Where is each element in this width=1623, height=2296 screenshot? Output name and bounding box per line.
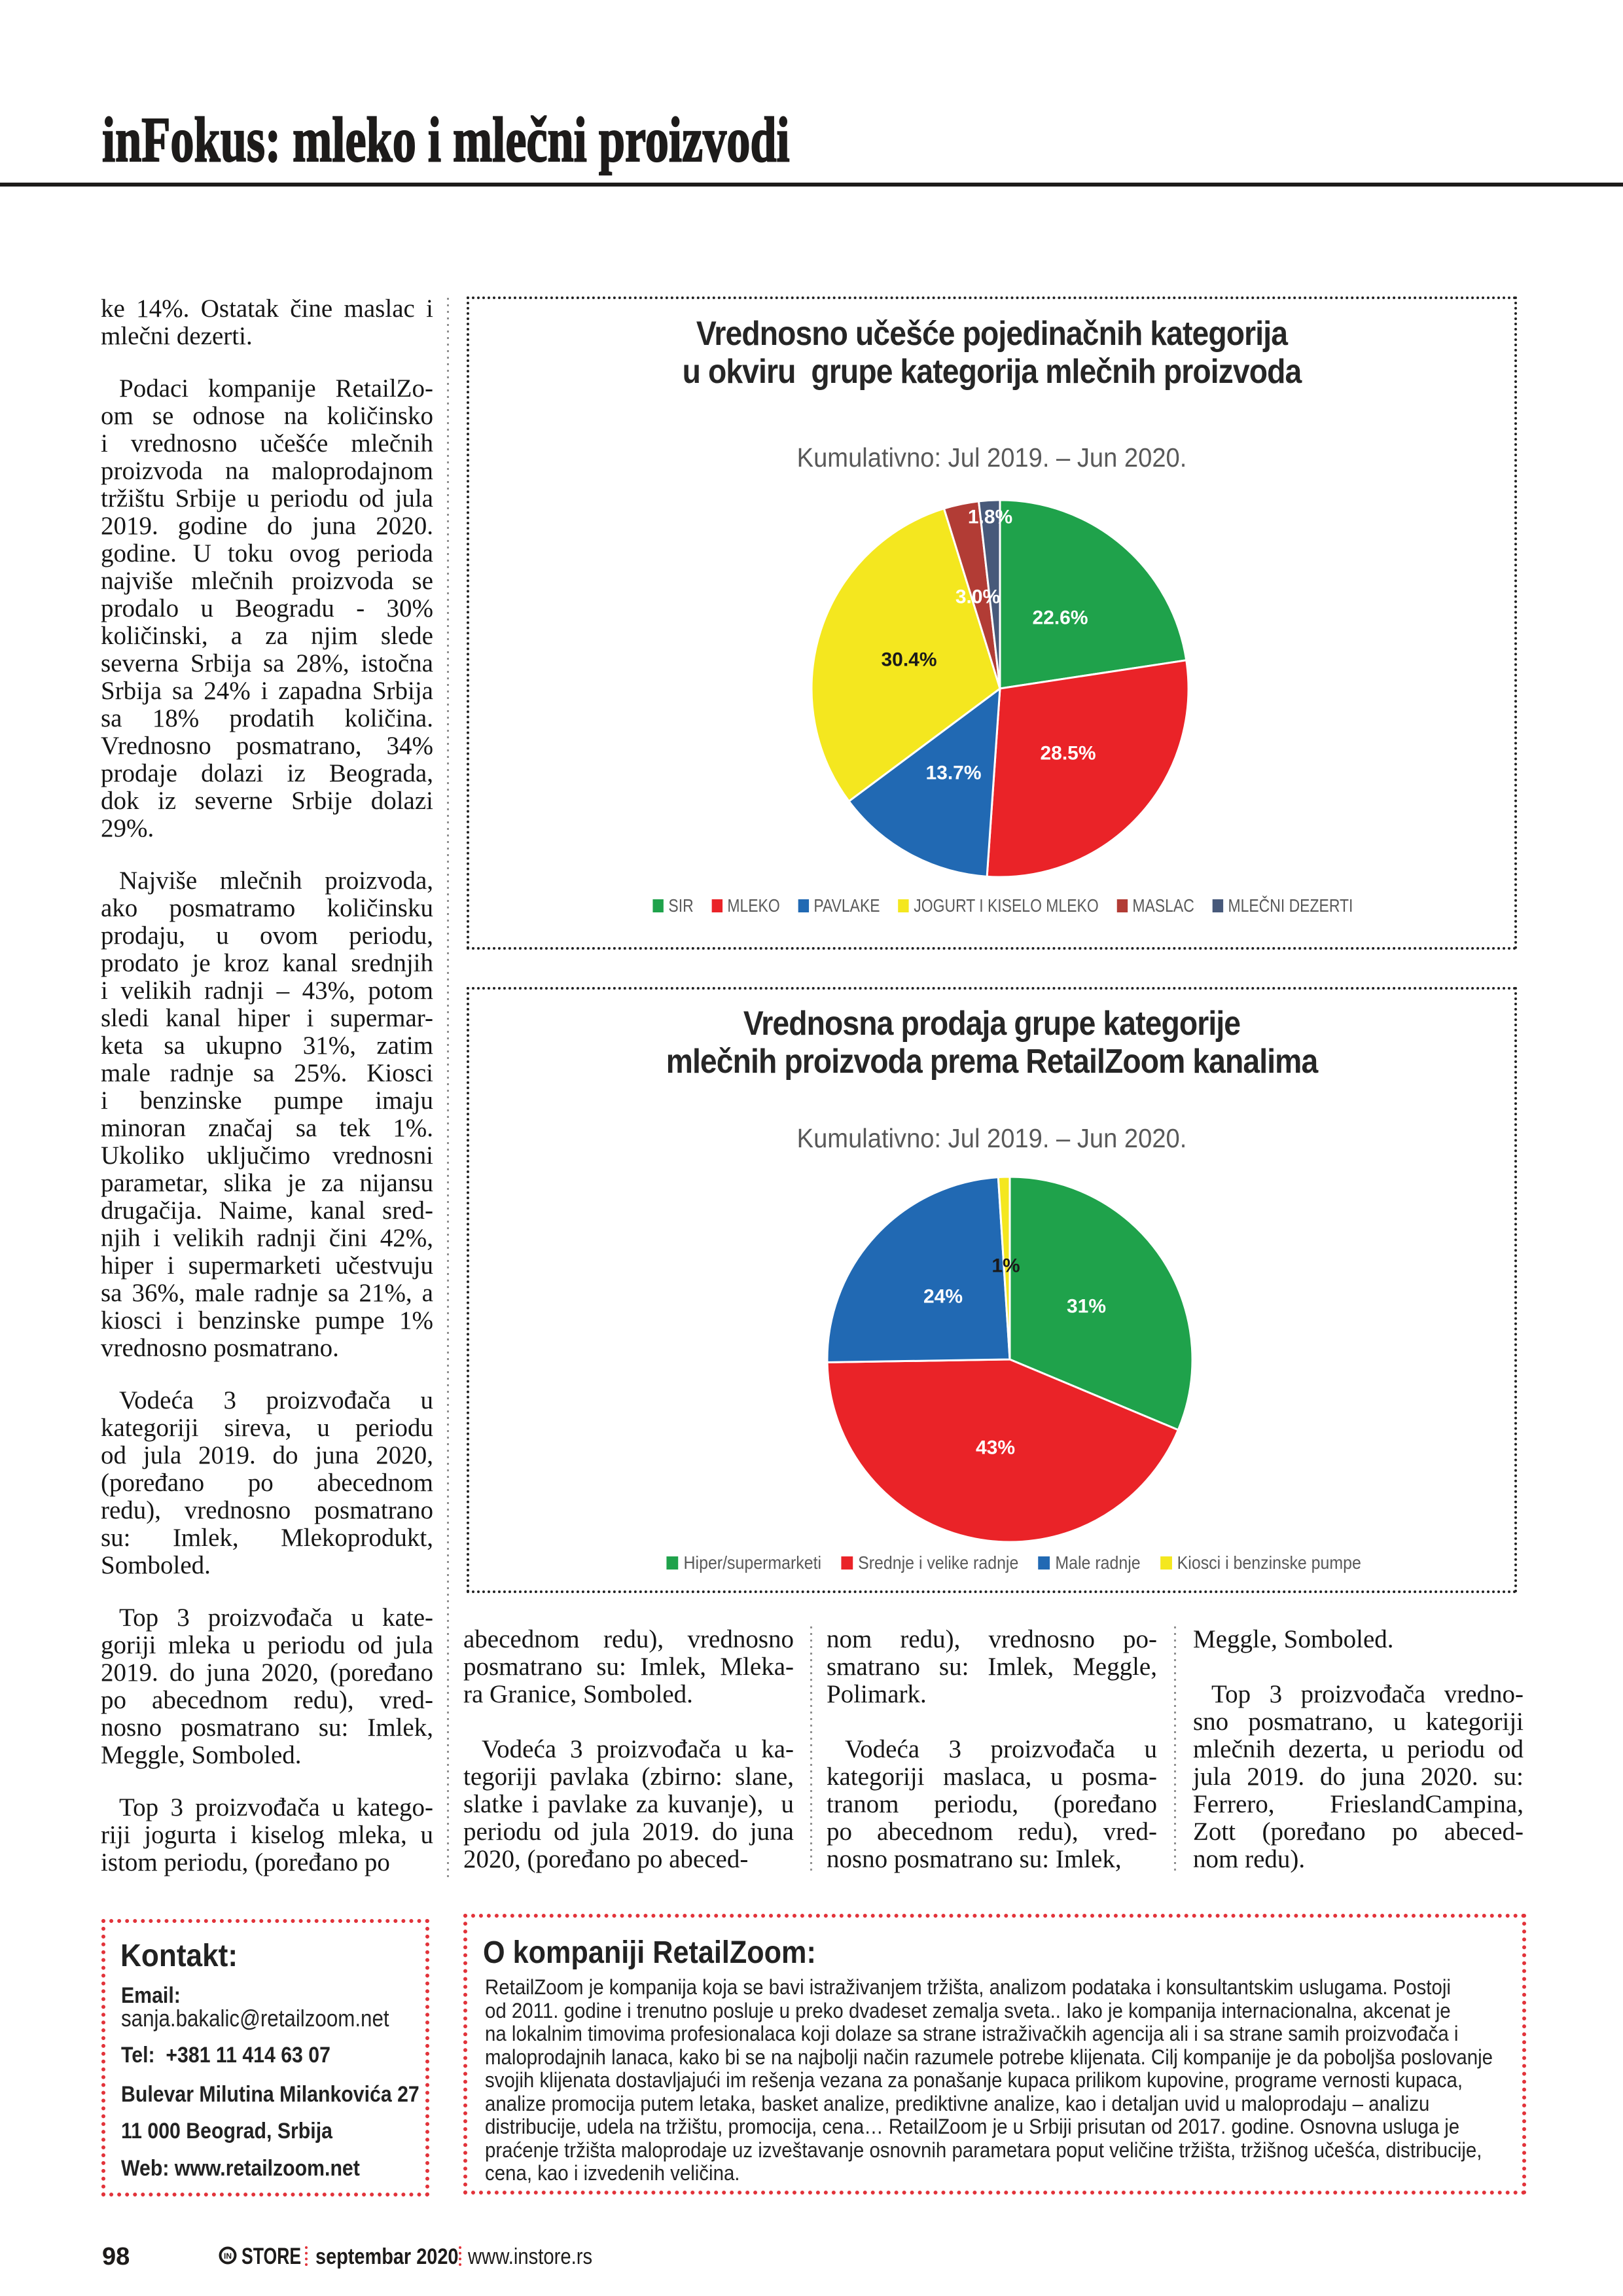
- svg-text:22.6%: 22.6%: [1032, 607, 1088, 629]
- svg-text:31%: 31%: [1067, 1296, 1106, 1318]
- svg-text:1.8%: 1.8%: [968, 507, 1012, 528]
- svg-text:IN: IN: [224, 2251, 232, 2261]
- svg-text:28.5%: 28.5%: [1040, 743, 1096, 764]
- svg-text:30.4%: 30.4%: [881, 649, 936, 671]
- svg-text:13.7%: 13.7%: [925, 762, 981, 784]
- svg-text:1%: 1%: [991, 1255, 1020, 1277]
- svg-text:43%: 43%: [976, 1437, 1015, 1459]
- svg-text:24%: 24%: [923, 1286, 963, 1308]
- svg-text:3.0%: 3.0%: [955, 586, 1000, 608]
